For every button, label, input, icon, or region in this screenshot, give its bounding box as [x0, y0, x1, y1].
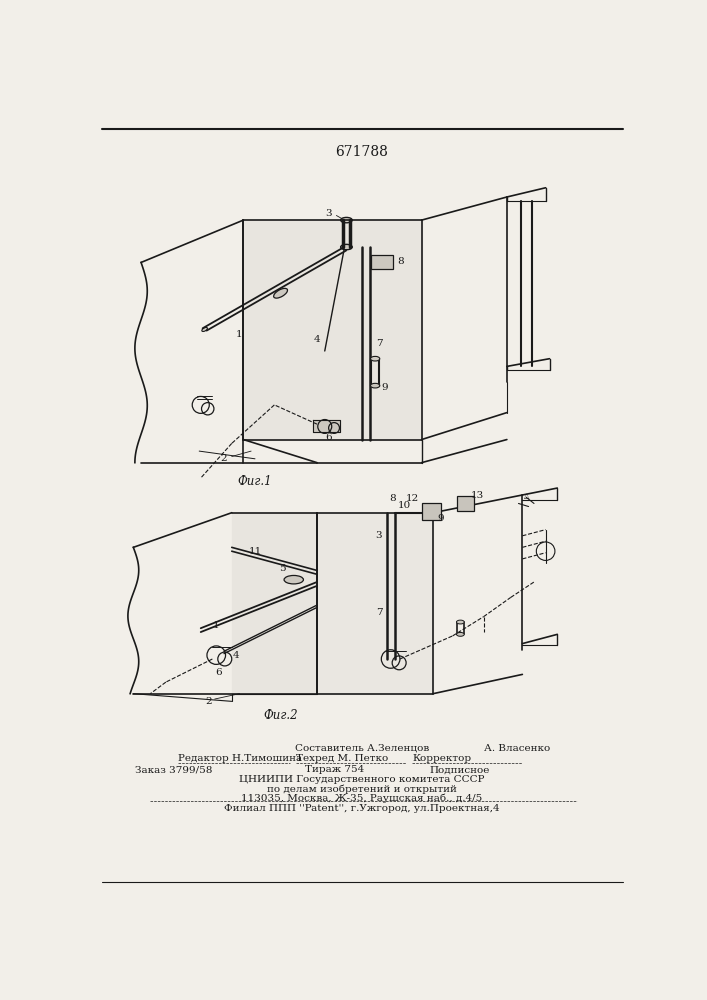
- Text: 8: 8: [397, 257, 404, 266]
- Text: △: △: [524, 492, 529, 500]
- Text: 113035, Москва, Ж-35, Раушская наб., д.4/5: 113035, Москва, Ж-35, Раушская наб., д.4…: [241, 794, 483, 803]
- FancyBboxPatch shape: [371, 255, 393, 269]
- Ellipse shape: [457, 632, 464, 636]
- Text: Тираж 754: Тираж 754: [305, 765, 365, 774]
- Text: 3: 3: [375, 531, 382, 540]
- Text: Фиг.2: Фиг.2: [263, 709, 298, 722]
- Text: 10: 10: [398, 500, 411, 510]
- Text: 1: 1: [236, 330, 243, 339]
- Text: 1: 1: [213, 621, 220, 630]
- Text: Филиал ППП ''Patent'', г.Ужгород, ул.Проектная,4: Филиал ППП ''Patent'', г.Ужгород, ул.Про…: [224, 804, 500, 813]
- Text: 2: 2: [221, 454, 228, 463]
- Text: 4: 4: [233, 651, 239, 660]
- Text: 2: 2: [205, 697, 212, 706]
- Text: 9: 9: [381, 383, 387, 392]
- Text: 3: 3: [325, 209, 332, 218]
- Text: Редактор Н.Тимошина: Редактор Н.Тимошина: [177, 754, 302, 763]
- Ellipse shape: [274, 288, 288, 298]
- Text: 4: 4: [314, 335, 320, 344]
- Text: 11: 11: [248, 547, 262, 556]
- Text: 6: 6: [215, 668, 222, 677]
- Text: 12: 12: [406, 494, 419, 503]
- Text: ЦНИИПИ Государственного комитета СССР: ЦНИИПИ Государственного комитета СССР: [239, 775, 485, 784]
- Polygon shape: [232, 513, 317, 694]
- Text: Подписное: Подписное: [429, 765, 490, 774]
- FancyBboxPatch shape: [421, 503, 441, 520]
- Text: по делам изобретений и открытий: по делам изобретений и открытий: [267, 785, 457, 794]
- Ellipse shape: [370, 356, 380, 361]
- Text: 7: 7: [375, 608, 382, 617]
- Polygon shape: [317, 513, 433, 694]
- Polygon shape: [243, 220, 421, 440]
- Text: 6: 6: [325, 433, 332, 442]
- Ellipse shape: [457, 620, 464, 624]
- Text: 8: 8: [390, 494, 396, 503]
- Text: Заказ 3799/58: Заказ 3799/58: [135, 765, 212, 774]
- Text: 9: 9: [438, 514, 444, 523]
- Text: 7: 7: [375, 339, 382, 348]
- Text: Корректор: Корректор: [412, 754, 472, 763]
- Ellipse shape: [341, 244, 352, 250]
- Ellipse shape: [370, 383, 380, 388]
- Text: Техред М. Петко: Техред М. Петко: [296, 754, 388, 763]
- Text: Фиг.1: Фиг.1: [238, 475, 272, 488]
- Text: А. Власенко: А. Власенко: [484, 744, 550, 753]
- Text: 5: 5: [279, 564, 286, 573]
- Text: Составитель А.Зеленцов: Составитель А.Зеленцов: [295, 744, 429, 753]
- Ellipse shape: [201, 327, 207, 331]
- Polygon shape: [313, 420, 340, 432]
- Text: 671788: 671788: [336, 145, 388, 159]
- FancyBboxPatch shape: [457, 496, 474, 511]
- Text: 13: 13: [471, 491, 484, 500]
- Ellipse shape: [341, 217, 352, 223]
- Ellipse shape: [284, 575, 303, 584]
